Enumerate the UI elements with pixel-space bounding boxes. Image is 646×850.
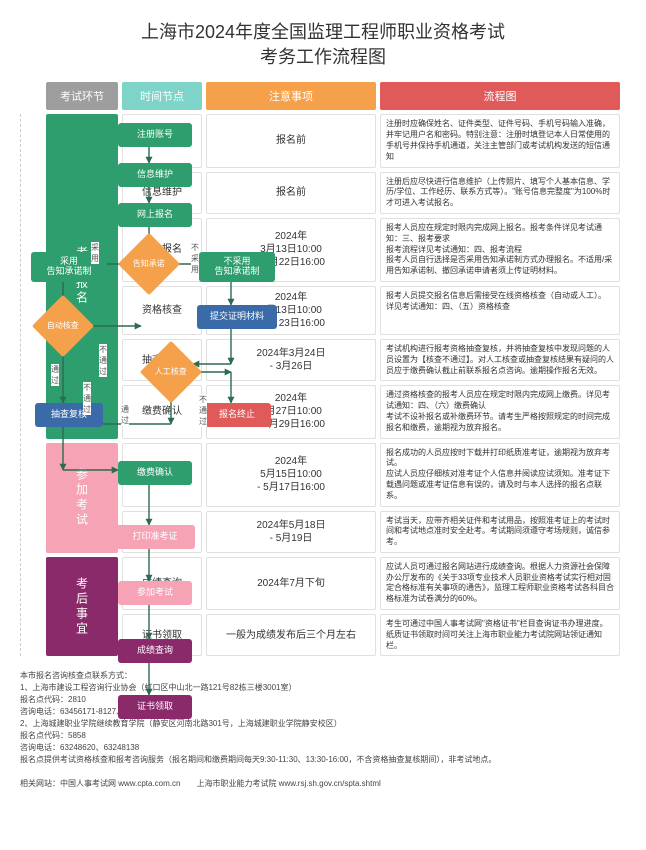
note-cell: 通过资格核查的报考人员应在规定时限内完成网上缴费。详见考试通知：四、（六）缴费确… bbox=[380, 385, 620, 438]
flow-label-l_adopt: 采用 bbox=[91, 242, 99, 264]
flow-node-noadopt: 不采用 告知承诺制 bbox=[199, 252, 275, 282]
time-cell: 一般为成绩发布后三个月左右 bbox=[206, 614, 376, 656]
footer-line: 咨询电话：63248620、63248138 bbox=[20, 742, 626, 754]
flow-label-l_fail1: 不通过 bbox=[99, 344, 107, 377]
hdr-flow: 流程图 bbox=[380, 82, 620, 110]
time-cell: 2024年 5月15日10:00 - 5月17日16:00 bbox=[206, 443, 376, 507]
flow-label-l_fail2: 不通过 bbox=[199, 394, 207, 427]
note-cell: 报名成功的人员应按时下载并打印纸质准考证，逾期视为放弃考试。 应试人员应仔细核对… bbox=[380, 443, 620, 507]
footer-line: 1、上海市建设工程咨询行业协会（虹口区中山北一路121号82栋三楼3001室） bbox=[20, 682, 626, 694]
flow-node-cert: 证书领取 bbox=[118, 695, 192, 719]
hdr-notes: 注意事项 bbox=[206, 82, 376, 110]
time-cell: 报名前 bbox=[206, 172, 376, 214]
note-cell: 应试人员可通过报名网站进行成绩查询。根据人力资源社会保障办公厅发布的《关于33项… bbox=[380, 557, 620, 610]
note-cell: 注册时应确保姓名、证件类型、证件号码、手机号码输入准确，并牢记用户名和密码。特别… bbox=[380, 114, 620, 167]
page-title: 上海市2024年度全国监理工程师职业资格考试 考务工作流程图 bbox=[20, 20, 626, 70]
flow-node-ticket: 打印准考证 bbox=[115, 525, 195, 549]
footer-line: 报名点代码：2810 bbox=[20, 694, 626, 706]
main-grid: 考试环节 时间节点 注意事项 流程图 考试报名 注册账号 报名前 注册时应确保姓… bbox=[20, 82, 626, 656]
note-cell: 注册后应尽快进行信息维护（上传照片、填写个人基本信息、学历/学位、工作经历、联系… bbox=[380, 172, 620, 214]
note-cell: 考生可通过中国人事考试网"资格证书"栏目查询证书办理进度。 纸质证书领取时间可关… bbox=[380, 614, 620, 656]
stage-cell: 资格核查 bbox=[122, 286, 202, 335]
time-cell: 2024年7月下旬 bbox=[206, 557, 376, 610]
flow-node-exam: 参加考试 bbox=[118, 581, 192, 605]
flow-node-terminate: 报名终止 bbox=[203, 403, 271, 427]
flow-node-spotcheck: 抽查复核 bbox=[35, 403, 103, 427]
footer-line: 报名点代码：5858 bbox=[20, 730, 626, 742]
footer: 本市报名咨询核查点联系方式：1、上海市建设工程咨询行业协会（虹口区中山北一路12… bbox=[20, 670, 626, 790]
hdr-time: 时间节点 bbox=[122, 82, 202, 110]
flow-label-l_pass2: 通过 bbox=[121, 404, 129, 426]
flow-label-l_fail3: 不通过 bbox=[83, 382, 91, 415]
note-cell: 报考人员提交报名信息后需接受在线资格核查（自动或人工）。 详见考试通知：四、（五… bbox=[380, 286, 620, 335]
note-cell: 报考人员应在规定时限内完成网上报名。报考条件详见考试通知：三、报考要求 报考流程… bbox=[380, 218, 620, 282]
flow-node-apply: 网上报名 bbox=[118, 203, 192, 227]
flow-node-pay: 缴费确认 bbox=[118, 461, 192, 485]
time-cell: 报名前 bbox=[206, 114, 376, 167]
note-cell: 考试机构进行报考资格抽查复核，并将抽查复核中发现问题的人员设置为【核查不通过】。… bbox=[380, 339, 620, 381]
footer-line: 报名点提供考试资格核查和报考咨询服务（报名期间和缴费期间每天9:30-11:30… bbox=[20, 754, 626, 766]
band-take-exam: 参加考试 bbox=[46, 443, 118, 553]
flow-node-maintain: 信息维护 bbox=[118, 163, 192, 187]
footer-line: 咨询电话：63456171-8127、63456171-8123 bbox=[20, 706, 626, 718]
flow-node-submitdoc: 提交证明材料 bbox=[197, 305, 277, 329]
flowchart: 注册账号信息维护网上报名告知承诺采用 告知承诺制不采用 告知承诺制自动核查提交证… bbox=[20, 114, 42, 656]
footer-line: 2、上海城建职业学院继续教育学院（静安区河南北路301号，上海城建职业学院静安校… bbox=[20, 718, 626, 730]
flow-label-l_noadopt: 不采用 bbox=[191, 242, 199, 275]
flow-node-register: 注册账号 bbox=[118, 123, 192, 147]
hdr-stage: 考试环节 bbox=[46, 82, 118, 110]
time-cell: 2024年3月24日 - 3月26日 bbox=[206, 339, 376, 381]
footer-links: 相关网站：中国人事考试网 www.cpta.com.cn 上海市职业能力考试院 … bbox=[20, 778, 626, 790]
flow-label-l_pass1: 通过 bbox=[51, 364, 59, 386]
flow-node-score: 成绩查询 bbox=[118, 639, 192, 663]
footer-line: 本市报名咨询核查点联系方式： bbox=[20, 670, 626, 682]
band-post-exam: 考后事宜 bbox=[46, 557, 118, 657]
note-cell: 考试当天，应带齐相关证件和考试用品，按照准考证上的考试时间和考试地点准时安全赴考… bbox=[380, 511, 620, 553]
time-cell: 2024年5月18日 - 5月19日 bbox=[206, 511, 376, 553]
